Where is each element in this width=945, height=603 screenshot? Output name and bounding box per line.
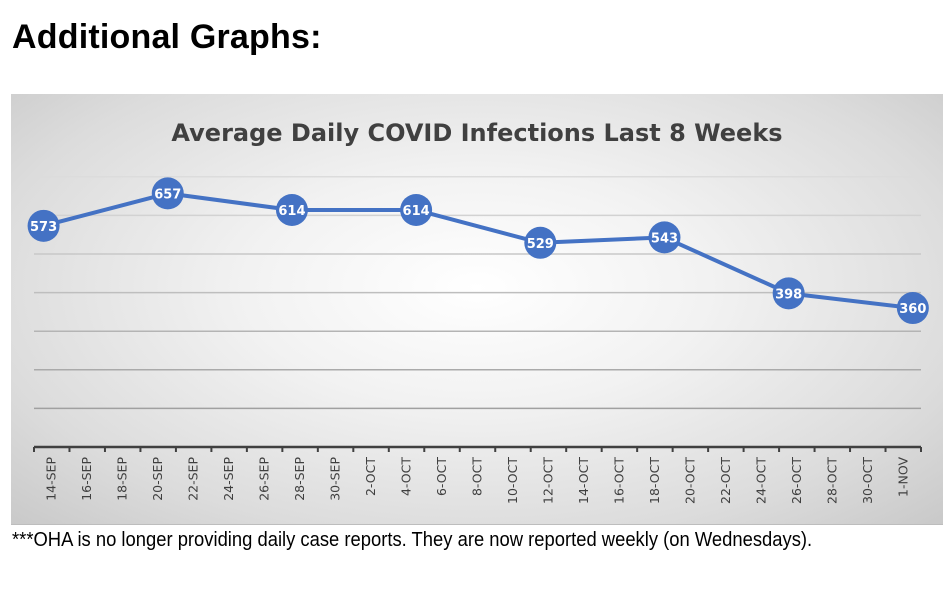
x-tick-label: 16-OCT [611, 457, 626, 504]
data-marker [400, 193, 433, 226]
x-tick-label: 6-OCT [434, 457, 449, 496]
x-tick-label: 28-OCT [824, 457, 839, 504]
x-tick-label: 1-NOV [895, 457, 910, 497]
data-label: 543 [651, 231, 678, 246]
x-tick-label: 26-SEP [257, 457, 272, 501]
x-tick-label: 24-SEP [221, 457, 236, 501]
x-tick-label: 14-SEP [44, 457, 59, 501]
data-point: 573 [27, 209, 60, 242]
series-line [43, 191, 914, 311]
x-tick-label: 30-SEP [328, 457, 343, 501]
x-tick-label: 2-OCT [363, 457, 378, 496]
data-marker [151, 177, 184, 210]
data-marker [896, 292, 929, 325]
data-point: 360 [896, 292, 929, 325]
data-point: 614 [400, 193, 433, 226]
data-point: 398 [772, 277, 805, 310]
x-tick-label: 24-OCT [753, 457, 768, 504]
x-tick-label: 18-SEP [115, 457, 130, 501]
data-label: 573 [30, 220, 57, 235]
x-tick-label: 14-OCT [576, 457, 591, 504]
x-tick-label: 20-SEP [150, 457, 165, 501]
x-tick-label: 26-OCT [789, 457, 804, 504]
data-label: 614 [278, 204, 305, 219]
x-axis: 14-SEP 16-SEP 18-SEP 20-SEP 22-SEP 24-SEP 26-S… [33, 445, 922, 504]
data-point: 543 [648, 221, 681, 254]
data-label: 529 [527, 237, 554, 252]
data-point: 614 [275, 193, 308, 226]
data-markers: 573 657 614 614 529 543 398 360 [27, 177, 929, 325]
x-tick-label: 30-OCT [860, 457, 875, 504]
data-marker [772, 277, 805, 310]
footnote: ***OHA is no longer providing daily case… [12, 529, 813, 551]
data-marker [524, 226, 557, 259]
data-marker [275, 193, 308, 226]
x-tick-label: 4-OCT [399, 457, 414, 496]
x-tick-label: 20-OCT [682, 457, 697, 504]
data-point: 657 [151, 177, 184, 210]
x-tick-label: 12-OCT [540, 457, 555, 504]
chart-title: Average Daily COVID Infections Last 8 We… [171, 119, 782, 147]
data-marker [648, 221, 681, 254]
data-label: 657 [154, 187, 181, 202]
x-tick-label: 22-OCT [718, 457, 733, 504]
x-tick-label: 8-OCT [470, 457, 485, 496]
x-tick-label: 10-OCT [505, 457, 520, 504]
page-heading: Additional Graphs: [12, 18, 322, 56]
data-label: 360 [899, 302, 926, 317]
data-label: 398 [775, 287, 802, 302]
chart-panel: Average Daily COVID Infections Last 8 We… [11, 94, 943, 525]
data-marker [27, 209, 60, 242]
x-tick-label: 18-OCT [647, 457, 662, 504]
x-tick-label: 22-SEP [186, 457, 201, 501]
gridlines [34, 176, 921, 410]
data-label: 614 [403, 204, 430, 219]
line-chart: Average Daily COVID Infections Last 8 We… [27, 119, 929, 504]
x-tick-label: 16-SEP [79, 457, 94, 501]
series-line-path [43, 191, 914, 311]
data-point: 529 [524, 226, 557, 259]
x-tick-label: 28-SEP [292, 457, 307, 501]
